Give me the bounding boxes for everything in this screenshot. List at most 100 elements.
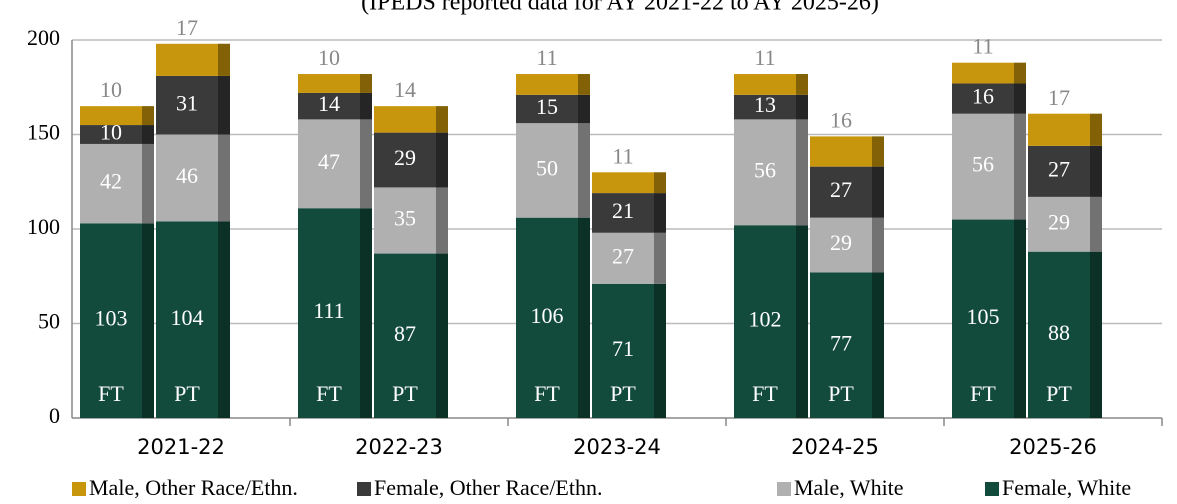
bar-segment (734, 74, 808, 95)
bar-segment (80, 223, 154, 418)
bar-segment (952, 113, 1026, 220)
value-label: 29 (830, 230, 852, 255)
bar-label: PT (392, 381, 418, 406)
value-label: 106 (531, 303, 564, 328)
value-label: 27 (612, 243, 634, 268)
value-label: 47 (318, 149, 340, 174)
bar-label: PT (828, 381, 854, 406)
bar-segment (298, 208, 372, 418)
legend-swatch (72, 482, 86, 496)
bar-segment (80, 143, 154, 224)
bar-segment (1028, 113, 1102, 146)
bar-segment (298, 92, 372, 120)
value-label: 71 (612, 336, 634, 361)
group-label: 2024-25 (791, 435, 879, 459)
bar-segment (156, 221, 230, 418)
value-label: 10 (100, 120, 122, 145)
bar-side (360, 74, 372, 93)
bar-segment (516, 217, 590, 418)
bar-side (654, 172, 666, 194)
bar-side (218, 43, 230, 76)
value-label: 56 (754, 157, 776, 182)
bar-side (654, 193, 666, 233)
bar-segment (298, 74, 372, 93)
bar-side (872, 136, 884, 167)
bar-side (360, 92, 372, 120)
bar-segment (810, 136, 884, 167)
group-label: 2023-24 (573, 435, 661, 459)
value-label: 17 (1048, 85, 1070, 110)
bar-segment (1028, 251, 1102, 418)
bar-label: PT (174, 381, 200, 406)
legend-label: Female, Other Race/Ethn. (374, 475, 602, 500)
value-label: 31 (176, 90, 198, 115)
value-label: 13 (754, 92, 776, 117)
y-tick-label: 200 (27, 25, 60, 50)
bar-side (796, 94, 808, 120)
bar-segment (516, 123, 590, 218)
bar-side (1014, 83, 1026, 114)
value-label: 105 (967, 304, 1000, 329)
bar-segment (810, 272, 884, 418)
bar-segment (592, 232, 666, 284)
bar-segment (810, 166, 884, 218)
value-label: 17 (176, 15, 198, 40)
bar-segment (156, 134, 230, 222)
value-label: 42 (100, 169, 122, 194)
value-label: 88 (1048, 320, 1070, 345)
value-label: 35 (394, 206, 416, 231)
value-label: 56 (972, 152, 994, 177)
value-label: 27 (830, 177, 852, 202)
bar-side (360, 208, 372, 418)
bar-segment (374, 132, 448, 188)
bar-side (654, 283, 666, 418)
value-label: 10 (100, 77, 122, 102)
bar-side (436, 253, 448, 418)
bar-segment (156, 75, 230, 135)
value-label: 11 (612, 143, 633, 168)
bar-label: FT (534, 381, 560, 406)
bar-segment (734, 94, 808, 120)
value-label: 14 (318, 91, 340, 116)
bar-segment (374, 187, 448, 254)
bar-side (578, 123, 590, 218)
bar-segment (592, 172, 666, 194)
bar-side (578, 94, 590, 124)
value-label: 27 (1048, 156, 1070, 181)
bar-side (872, 166, 884, 218)
bar-segment (810, 217, 884, 273)
value-label: 16 (972, 84, 994, 109)
value-label: 77 (830, 330, 852, 355)
bar-segment (734, 119, 808, 226)
value-label: 29 (394, 145, 416, 170)
bar-side (436, 106, 448, 133)
bar-segment (1028, 145, 1102, 197)
bar-side (436, 187, 448, 254)
value-label: 102 (749, 307, 782, 332)
bar-side (872, 272, 884, 418)
value-label: 21 (612, 198, 634, 223)
value-label: 103 (95, 306, 128, 331)
bar-side (142, 106, 154, 126)
bar-side (578, 217, 590, 418)
value-label: 16 (830, 107, 852, 132)
bar-segment (156, 43, 230, 76)
y-tick-label: 100 (27, 214, 60, 239)
legend-swatch (985, 482, 999, 496)
legend-label: Male, White (794, 475, 904, 500)
value-label: 87 (394, 321, 416, 346)
chart-subtitle: (IPEDS reported data for AY 2021-22 to A… (361, 0, 879, 16)
legend-label: Male, Other Race/Ethn. (89, 475, 298, 500)
legend-swatch (357, 482, 371, 496)
value-label: 46 (176, 163, 198, 188)
bar-side (1090, 196, 1102, 252)
value-label: 50 (536, 155, 558, 180)
bar-label: PT (1046, 381, 1072, 406)
bar-side (796, 74, 808, 95)
bar-side (1014, 113, 1026, 220)
value-label: 11 (536, 45, 557, 70)
bar-side (1090, 113, 1102, 146)
bar-segment (516, 74, 590, 95)
y-tick-label: 150 (27, 120, 60, 145)
bar-side (1014, 62, 1026, 84)
